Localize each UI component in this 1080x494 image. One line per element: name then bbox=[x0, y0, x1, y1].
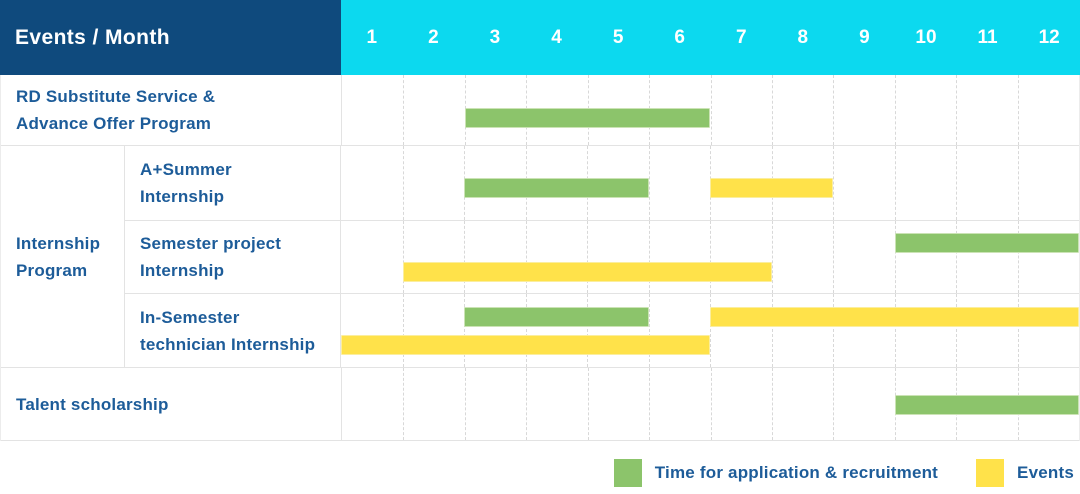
chart-cell-in-semester bbox=[341, 294, 1079, 367]
month-header-1: 1 bbox=[366, 26, 378, 48]
month-gridline bbox=[894, 146, 896, 220]
month-gridline bbox=[956, 146, 957, 220]
events-month-header-cell: Events / Month bbox=[0, 0, 341, 75]
month-gridline bbox=[771, 294, 773, 367]
month-gridline bbox=[833, 75, 835, 145]
month-gridline bbox=[587, 294, 588, 367]
month-header-6: 6 bbox=[674, 26, 685, 48]
month-gridline bbox=[710, 75, 712, 145]
month-gridline bbox=[1017, 221, 1019, 293]
month-gridline bbox=[587, 368, 589, 440]
row-label-a-summer: A+Summer Internship bbox=[125, 146, 341, 220]
month-gridline bbox=[526, 368, 528, 440]
chart-cell-a-summer bbox=[341, 146, 1079, 220]
application-recruitment-bar bbox=[464, 108, 711, 128]
month-header-12: 12 bbox=[1038, 26, 1060, 48]
events-month-header-label: Events / Month bbox=[15, 25, 170, 49]
month-gridline bbox=[525, 221, 527, 293]
application-recruitment-bar bbox=[464, 178, 649, 198]
month-gridline bbox=[402, 146, 404, 220]
table-header-row: Events / Month 1 2 3 4 5 6 7 8 9 10 11 12 bbox=[0, 0, 1080, 75]
month-gridline bbox=[1017, 146, 1019, 220]
application-recruitment-bar bbox=[894, 395, 1079, 415]
month-gridline bbox=[894, 294, 896, 367]
month-gridline bbox=[771, 221, 773, 293]
legend-item-events: Events bbox=[976, 459, 1074, 487]
application-swatch-icon bbox=[613, 459, 642, 487]
month-gridline bbox=[710, 221, 711, 293]
month-gridline bbox=[833, 146, 834, 220]
month-gridline bbox=[956, 75, 958, 145]
chart-cell-rd-substitute bbox=[342, 75, 1079, 145]
month-header-5: 5 bbox=[612, 26, 624, 48]
month-gridline bbox=[956, 294, 957, 367]
month-gridline bbox=[464, 221, 465, 293]
month-gridline bbox=[648, 146, 650, 220]
events-bar bbox=[341, 335, 710, 355]
row-label-rd-substitute: RD Substitute Service & Advance Offer Pr… bbox=[1, 75, 342, 145]
month-gridline bbox=[894, 221, 896, 293]
month-header-4: 4 bbox=[551, 26, 562, 48]
month-header-10: 10 bbox=[915, 26, 937, 48]
month-gridline bbox=[1017, 75, 1019, 145]
row-label-talent-scholarship: Talent scholarship bbox=[1, 368, 342, 440]
month-header-row: 1 2 3 4 5 6 7 8 9 10 11 12 bbox=[341, 0, 1080, 75]
table-row-semester-project: Semester project Internship bbox=[125, 221, 1079, 294]
chart-cell-semester-project bbox=[341, 221, 1079, 293]
month-header-11: 11 bbox=[977, 26, 998, 48]
table-row-rd-substitute: RD Substitute Service & Advance Offer Pr… bbox=[1, 75, 1079, 146]
month-header-9: 9 bbox=[859, 26, 870, 48]
month-gridline bbox=[403, 368, 405, 440]
legend-label-application: Time for application & recruitment bbox=[654, 463, 939, 482]
month-gridline bbox=[402, 294, 404, 367]
application-recruitment-bar bbox=[464, 307, 649, 327]
month-header-8: 8 bbox=[797, 26, 809, 48]
chart-cell-talent-scholarship bbox=[342, 368, 1079, 440]
month-gridline bbox=[587, 221, 588, 293]
month-gridline bbox=[464, 368, 466, 440]
month-gridline bbox=[771, 75, 773, 145]
month-header-7: 7 bbox=[735, 26, 747, 48]
month-gridline bbox=[1017, 294, 1019, 367]
events-bar bbox=[402, 262, 772, 282]
events-swatch-icon bbox=[976, 459, 1005, 487]
month-gridline bbox=[833, 368, 835, 440]
month-header-3: 3 bbox=[489, 26, 501, 48]
month-gridline bbox=[525, 294, 527, 367]
events-bar bbox=[710, 307, 1079, 327]
month-gridline bbox=[710, 294, 711, 367]
month-gridline bbox=[833, 221, 834, 293]
month-gridline bbox=[648, 221, 650, 293]
legend-label-events: Events bbox=[1017, 463, 1074, 482]
month-gridline bbox=[464, 294, 465, 367]
application-recruitment-bar bbox=[894, 233, 1079, 253]
month-gridline bbox=[403, 75, 405, 145]
month-gridline bbox=[833, 294, 834, 367]
month-gridline bbox=[771, 368, 773, 440]
month-header-2: 2 bbox=[428, 26, 439, 48]
month-gridline bbox=[894, 75, 896, 145]
legend: Time for application & recruitment Event… bbox=[613, 459, 1074, 487]
internship-program-subrows: A+Summer Internship Semester project Int… bbox=[125, 146, 1079, 368]
month-gridline bbox=[649, 368, 651, 440]
internship-program-group: Internship Program A+Summer Internship S… bbox=[1, 146, 1079, 368]
group-label-internship-program: Internship Program bbox=[1, 146, 125, 368]
month-gridline bbox=[648, 294, 650, 367]
row-label-semester-project: Semester project Internship bbox=[125, 221, 341, 293]
table-row-talent-scholarship: Talent scholarship bbox=[1, 368, 1079, 441]
events-bar bbox=[710, 178, 833, 198]
table-body: RD Substitute Service & Advance Offer Pr… bbox=[0, 75, 1080, 441]
legend-item-application: Time for application & recruitment bbox=[613, 459, 939, 487]
row-label-in-semester: In-Semester technician Internship bbox=[125, 294, 341, 367]
table-row-a-summer: A+Summer Internship bbox=[125, 146, 1079, 221]
month-gridline bbox=[956, 221, 957, 293]
table-row-in-semester: In-Semester technician Internship bbox=[125, 294, 1079, 368]
month-gridline bbox=[402, 221, 404, 293]
month-gridline bbox=[710, 368, 712, 440]
